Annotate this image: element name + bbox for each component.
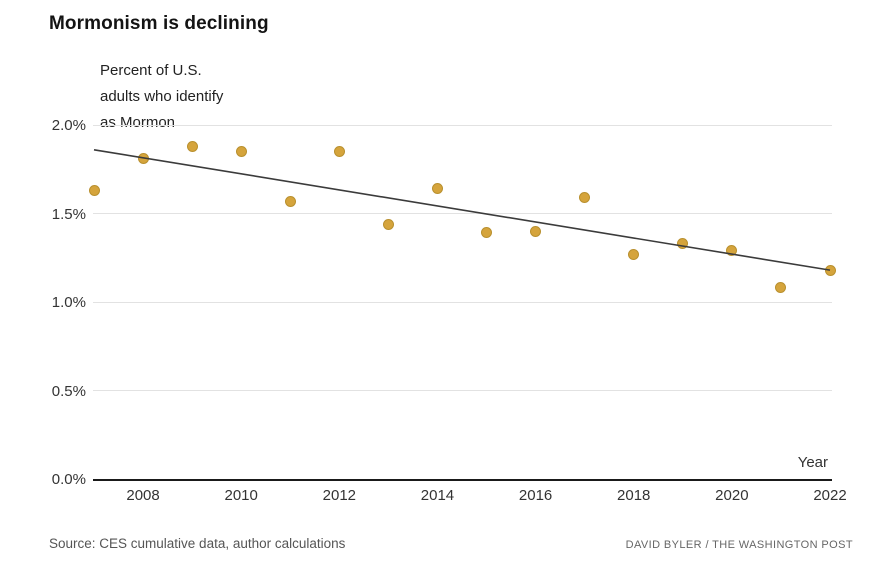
- data-point-2018: [628, 248, 640, 260]
- plot-area: [88, 124, 836, 481]
- data-point-2012: [333, 146, 345, 158]
- y-tick-label: 1.5%: [51, 205, 86, 223]
- x-axis-title: Year: [797, 454, 828, 471]
- data-point-2016: [530, 225, 542, 237]
- data-point-2015: [481, 227, 493, 239]
- x-tick-label: 2014: [420, 487, 455, 504]
- chart-subtitle: Percent of U.S. adults who identify as M…: [100, 62, 224, 131]
- data-point-2010: [235, 146, 247, 158]
- data-point-2014: [431, 183, 443, 195]
- data-point-2021: [775, 282, 787, 294]
- gridline-0.5: [93, 390, 832, 391]
- data-point-2011: [284, 195, 296, 207]
- data-point-2020: [726, 245, 738, 257]
- y-tick-label: 0.0%: [51, 471, 86, 488]
- x-tick-label: 2012: [322, 487, 357, 504]
- x-tick-label: 2020: [715, 487, 749, 504]
- gridline-2: [93, 124, 832, 126]
- x-tick-label: 2016: [518, 487, 553, 504]
- source-note: Source: CES cumulative data, author calc…: [49, 536, 346, 551]
- y-tick-label: 1.0%: [51, 294, 86, 311]
- data-point-2009: [186, 140, 198, 152]
- data-point-2017: [579, 192, 591, 204]
- y-tick-label: 0.5%: [51, 382, 86, 400]
- x-tick-label: 2008: [126, 487, 160, 504]
- credit-note: DAVID BYLER / THE WASHINGTON POST: [625, 539, 853, 551]
- chart-title: Mormonism is declining: [49, 13, 269, 34]
- trend-line: [93, 148, 831, 271]
- y-tick-label: 2.0%: [51, 117, 86, 134]
- x-tick-label: 2018: [617, 487, 651, 504]
- data-point-2013: [382, 218, 394, 230]
- x-tick-label: 2010: [224, 487, 258, 504]
- data-point-2007: [88, 184, 100, 196]
- gridline-1.5: [93, 213, 832, 214]
- x-tick-label: 2022: [813, 487, 847, 504]
- gridline-1: [93, 301, 832, 303]
- data-point-2019: [677, 238, 689, 250]
